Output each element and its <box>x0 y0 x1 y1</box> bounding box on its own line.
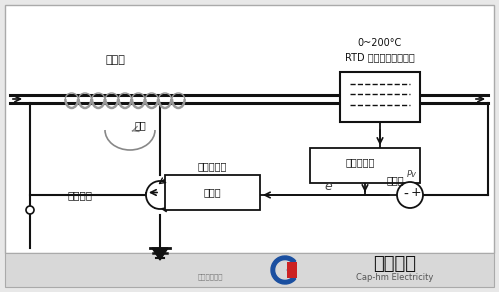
Text: -: - <box>404 188 409 202</box>
Text: 内容电气理学: 内容电气理学 <box>197 274 223 280</box>
Bar <box>287 262 297 278</box>
Text: 加热器: 加热器 <box>105 55 125 65</box>
Polygon shape <box>152 248 168 260</box>
Text: RTD 电阻式温度传感器: RTD 电阻式温度传感器 <box>345 52 415 62</box>
Text: e: e <box>325 180 332 192</box>
Bar <box>340 72 420 122</box>
Text: 电流: 电流 <box>134 120 146 130</box>
Text: 控制元件: 控制元件 <box>67 190 92 200</box>
Text: Pv: Pv <box>407 170 417 179</box>
Wedge shape <box>276 261 292 279</box>
Text: 当前值: 当前值 <box>386 175 404 185</box>
Circle shape <box>146 181 174 209</box>
Text: 0~200°C: 0~200°C <box>358 38 402 48</box>
Bar <box>165 175 260 210</box>
Wedge shape <box>271 256 296 284</box>
Text: Cap-hm Electricity: Cap-hm Electricity <box>356 274 434 282</box>
Text: 信号放大器: 信号放大器 <box>345 157 375 168</box>
Bar <box>5 5 494 253</box>
Circle shape <box>397 182 423 208</box>
Bar <box>310 148 420 183</box>
Text: +: + <box>411 187 421 199</box>
Text: 容感电气: 容感电气 <box>373 255 417 273</box>
Text: 修正偏移量: 修正偏移量 <box>198 161 227 171</box>
Bar <box>5 253 494 287</box>
Circle shape <box>26 206 34 214</box>
Text: 控制器: 控制器 <box>204 187 222 197</box>
